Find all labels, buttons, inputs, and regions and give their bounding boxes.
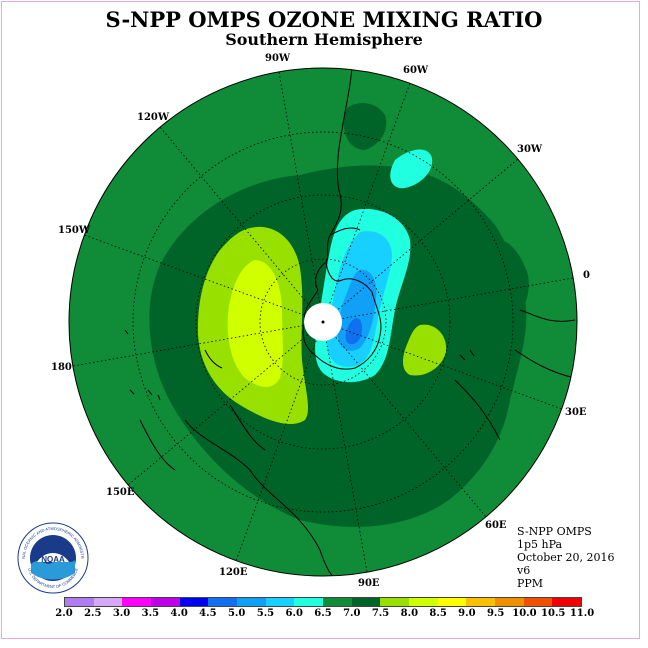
colorbar-tick-label: 3.5: [141, 608, 160, 619]
lon-label-0: 0: [583, 270, 590, 281]
south-pole-dot: [321, 320, 325, 324]
colorbar-swatch: [265, 598, 295, 606]
lon-label-150w: 150W: [58, 225, 91, 236]
colorbar-swatch: [380, 598, 410, 606]
colorbar-swatch: [294, 598, 324, 606]
colorbar-tick-label: 2.5: [84, 608, 102, 619]
colorbar-tick-label: 2.0: [55, 608, 73, 619]
colorbar-swatch: [151, 598, 180, 606]
colorbar-tick-label: 4.0: [170, 608, 188, 619]
info-level: 1p5 hPa: [517, 538, 563, 551]
colorbar-ticks: 2.0 2.5 3.0 3.5 4.0 4.5 5.0 5.5 6.0 6.5 7.0 7.5 8.0 8…: [52, 608, 596, 622]
map-subtitle: Southern Hemisphere: [225, 30, 423, 49]
figure-frame: [1, 1, 640, 639]
coastlines: [124, 68, 576, 576]
latitude-circles: [132, 131, 514, 513]
colorbar-swatch: [237, 598, 266, 606]
colorbar-tick-label: 6.5: [314, 608, 332, 619]
map-title: S-NPP OMPS OZONE MIXING RATIO: [105, 7, 543, 32]
cyan-patch-north: [390, 149, 433, 189]
lon-label-180: 180: [51, 362, 72, 373]
colorbar-swatch: [466, 598, 496, 606]
colorbar: [64, 597, 582, 607]
colorbar-tick-label: 8.5: [429, 608, 447, 619]
colorbar-swatch: [122, 598, 152, 606]
colorbar-swatch: [208, 598, 238, 606]
info-instrument: S-NPP OMPS: [517, 525, 592, 538]
colorbar-swatch: [323, 598, 352, 606]
dark-green-patch-africa: [480, 239, 529, 322]
lon-label-30e: 30E: [565, 407, 587, 418]
lon-label-120w: 120W: [137, 112, 170, 123]
dark-green-patch-south-america: [343, 103, 387, 150]
lon-label-150e: 150E: [106, 487, 135, 498]
colorbar-tick-label: 10.5: [541, 608, 566, 619]
colorbar-tick-label: 9.0: [458, 608, 476, 619]
info-date: October 20, 2016: [517, 551, 615, 564]
lon-label-60w: 60W: [403, 65, 429, 76]
colorbar-swatch: [523, 598, 553, 606]
colorbar-swatch: [552, 598, 582, 606]
lime-patch-indian-ocean: [403, 324, 447, 376]
yellow-green-core: [227, 260, 283, 388]
colorbar-tick-label: 5.5: [256, 608, 275, 619]
info-units: PPM: [517, 577, 544, 590]
colorbar-tick-label: 6.0: [285, 608, 303, 619]
colorbar-tick-label: 7.0: [343, 608, 361, 619]
colorbar-swatch: [495, 598, 524, 606]
lon-label-90w: 90W: [265, 53, 291, 64]
colorbar-swatch: [93, 598, 123, 606]
colorbar-tick-label: 5.0: [227, 608, 246, 619]
lon-label-60e: 60E: [485, 520, 507, 531]
noaa-logo: NOAA NATIONAL OCEANIC AND ATMOSPHERIC AD…: [17, 522, 89, 594]
lon-label-90e: 90E: [358, 578, 380, 589]
colorbar-swatch: [437, 598, 467, 606]
noaa-logo-text: NOAA: [41, 555, 65, 564]
colorbar-swatch: [409, 598, 438, 606]
map-border: [68, 67, 578, 577]
colorbar-tick-label: 11.0: [569, 608, 595, 619]
lon-label-120e: 120E: [219, 567, 248, 578]
info-version: v6: [517, 564, 531, 577]
colorbar-tick-label: 9.5: [486, 608, 505, 619]
colorbar-swatch: [65, 598, 94, 606]
colorbar-tick-label: 7.5: [371, 608, 390, 619]
lon-label-30w: 30W: [517, 144, 543, 155]
colorbar-tick-label: 8.0: [400, 608, 419, 619]
colorbar-swatch: [179, 598, 209, 606]
colorbar-tick-label: 10.0: [512, 608, 537, 619]
mid-blue-core: [345, 318, 363, 345]
info-block: S-NPP OMPS 1p5 hPa October 20, 2016 v6 P…: [517, 525, 615, 590]
colorbar-tick-label: 3.0: [112, 608, 131, 619]
colorbar-swatch: [351, 598, 381, 606]
colorbar-tick-label: 4.5: [199, 608, 217, 619]
